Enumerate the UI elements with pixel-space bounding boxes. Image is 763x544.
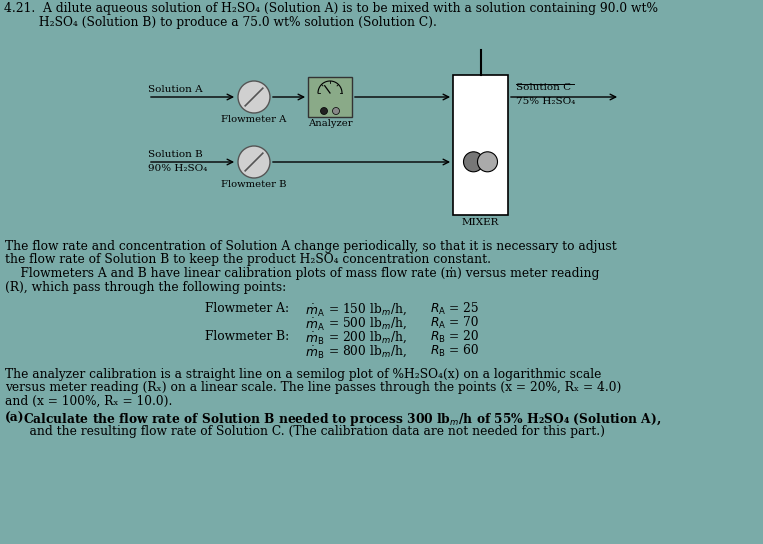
Text: Solution A: Solution A: [148, 85, 203, 94]
Text: $\dot{m}_\mathrm{B}$: $\dot{m}_\mathrm{B}$: [305, 330, 324, 347]
Text: The analyzer calibration is a straight line on a semilog plot of %H₂SO₄(x) on a : The analyzer calibration is a straight l…: [5, 368, 601, 381]
Text: $R_\mathrm{A}$: $R_\mathrm{A}$: [430, 302, 446, 317]
Text: Flowmeter A:: Flowmeter A:: [205, 302, 289, 315]
Text: Calculate the flow rate of Solution B needed to process 300 lb$_m$/h of 55% H₂SO: Calculate the flow rate of Solution B ne…: [23, 411, 662, 429]
Text: $\dot{m}_\mathrm{B}$: $\dot{m}_\mathrm{B}$: [305, 344, 324, 361]
Text: 4.21.  A dilute aqueous solution of H₂SO₄ (Solution A) is to be mixed with a sol: 4.21. A dilute aqueous solution of H₂SO₄…: [4, 2, 658, 15]
Text: (R), which pass through the following points:: (R), which pass through the following po…: [5, 281, 286, 294]
Text: $\dot{m}_\mathrm{A}$: $\dot{m}_\mathrm{A}$: [305, 302, 325, 319]
Text: = 70: = 70: [449, 316, 478, 329]
Circle shape: [320, 108, 327, 114]
Text: = 25: = 25: [449, 302, 478, 315]
Text: = 150 lb$_m$/h,: = 150 lb$_m$/h,: [328, 302, 407, 318]
Text: Flowmeters A and B have linear calibration plots of mass flow rate (ṁ) versus me: Flowmeters A and B have linear calibrati…: [5, 267, 600, 280]
Text: = 200 lb$_m$/h,: = 200 lb$_m$/h,: [328, 330, 407, 345]
Text: $R_\mathrm{B}$: $R_\mathrm{B}$: [430, 330, 446, 345]
Text: Flowmeter B:: Flowmeter B:: [205, 330, 289, 343]
Text: $\dot{m}_\mathrm{A}$: $\dot{m}_\mathrm{A}$: [305, 316, 325, 332]
Text: Flowmeter B: Flowmeter B: [221, 180, 287, 189]
Circle shape: [238, 146, 270, 178]
Bar: [308, 77, 352, 117]
Text: and (x = 100%, Rₓ = 10.0).: and (x = 100%, Rₓ = 10.0).: [5, 395, 172, 408]
Text: = 20: = 20: [449, 330, 478, 343]
Circle shape: [478, 152, 497, 172]
Circle shape: [238, 81, 270, 113]
Text: and the resulting flow rate of Solution C. (The calibration data are not needed : and the resulting flow rate of Solution …: [14, 425, 605, 438]
Text: MIXER: MIXER: [462, 218, 499, 227]
Text: The flow rate and concentration of Solution A change periodically, so that it is: The flow rate and concentration of Solut…: [5, 240, 617, 253]
Text: versus meter reading (Rₓ) on a linear scale. The line passes through the points : versus meter reading (Rₓ) on a linear sc…: [5, 381, 621, 394]
Text: (a): (a): [5, 411, 24, 424]
Circle shape: [463, 152, 484, 172]
Text: the flow rate of Solution B to keep the product H₂SO₄ concentration constant.: the flow rate of Solution B to keep the …: [5, 254, 491, 267]
Text: Solution B: Solution B: [148, 150, 203, 159]
Text: Flowmeter A: Flowmeter A: [221, 115, 287, 124]
Text: 75% H₂SO₄: 75% H₂SO₄: [516, 97, 575, 106]
Text: = 800 lb$_m$/h,: = 800 lb$_m$/h,: [328, 344, 407, 360]
Text: = 500 lb$_m$/h,: = 500 lb$_m$/h,: [328, 316, 407, 331]
Bar: [453, 75, 508, 215]
Text: H₂SO₄ (Solution B) to produce a 75.0 wt% solution (Solution C).: H₂SO₄ (Solution B) to produce a 75.0 wt%…: [4, 16, 437, 29]
Text: Analyzer: Analyzer: [307, 119, 353, 128]
Circle shape: [333, 108, 340, 114]
Text: 90% H₂SO₄: 90% H₂SO₄: [148, 164, 208, 173]
Text: Solution C: Solution C: [516, 83, 571, 92]
Text: = 60: = 60: [449, 344, 478, 357]
Text: $R_\mathrm{B}$: $R_\mathrm{B}$: [430, 344, 446, 359]
Text: $R_\mathrm{A}$: $R_\mathrm{A}$: [430, 316, 446, 331]
